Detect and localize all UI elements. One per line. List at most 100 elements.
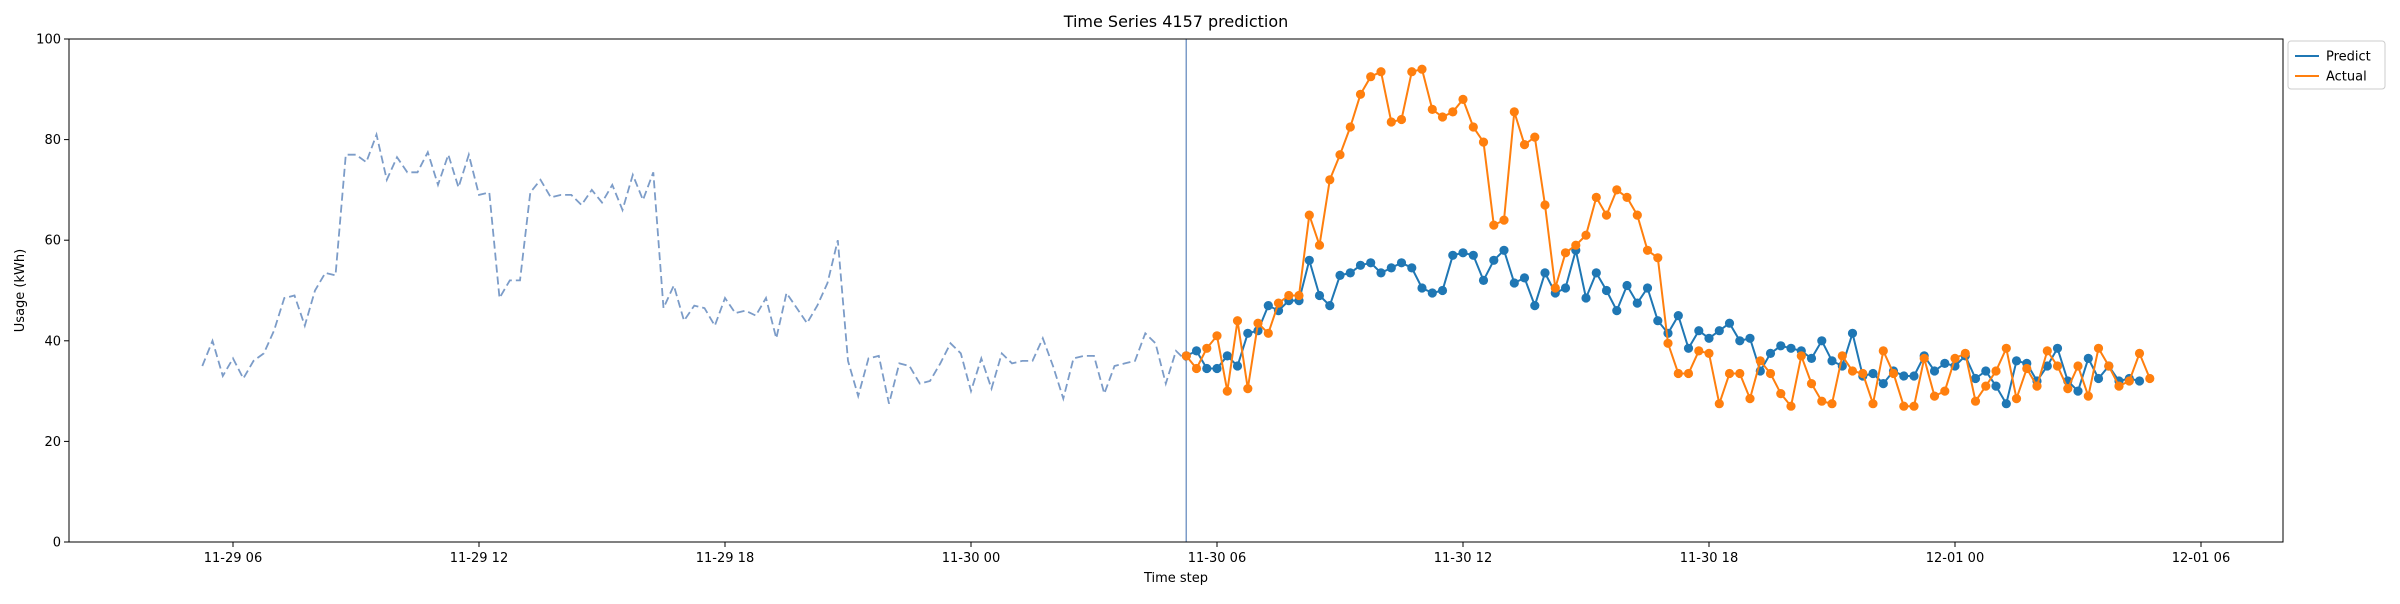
predict-point (2001, 399, 2011, 409)
actual-point (1847, 366, 1858, 376)
x-tick-label: 11-29 06 (204, 551, 262, 566)
actual-point (1663, 338, 1673, 348)
predict-point (1714, 326, 1724, 336)
predict-point (1560, 283, 1571, 293)
predict-point (1653, 316, 1663, 326)
predict-point (2042, 361, 2052, 371)
predict-point (1530, 301, 1540, 311)
actual-point (1714, 399, 1724, 409)
actual-point (2011, 394, 2022, 404)
actual-point (2114, 381, 2124, 391)
actual-point (1786, 401, 1796, 411)
x-tick-label: 11-30 18 (1680, 551, 1738, 566)
y-tick-label: 40 (44, 334, 61, 349)
actual-point (1181, 351, 1191, 361)
predict-point (1345, 268, 1355, 278)
predict-point (1632, 298, 1642, 308)
plot-area (201, 39, 2155, 542)
actual-point (1222, 386, 1232, 396)
actual-point (1642, 245, 1653, 255)
actual-point (1355, 89, 1366, 99)
actual-point (1202, 343, 1212, 353)
actual-point (1335, 150, 1345, 160)
history-line (201, 131, 1187, 404)
actual-point (1376, 67, 1386, 77)
predict-point (2011, 356, 2022, 366)
predict-point (2083, 353, 2093, 363)
predict-point (1304, 255, 1314, 265)
actual-point (2083, 391, 2093, 401)
predict-point (1612, 306, 1622, 316)
predict-point (1622, 280, 1632, 291)
actual-point (1796, 351, 1806, 361)
actual-point (1632, 210, 1642, 220)
actual-point (1683, 368, 1694, 379)
predict-point (1468, 250, 1478, 260)
predict-point (1448, 250, 1458, 260)
actual-point (1612, 185, 1622, 195)
actual-point (1899, 401, 1909, 411)
actual-point (1724, 368, 1735, 379)
predict-point (1458, 248, 1468, 258)
actual-point (2052, 361, 2063, 371)
actual-point (1745, 394, 1755, 404)
x-axis-ticks: 11-29 06 11-29 12 11-29 18 11-30 00 11-30 06… (204, 542, 2230, 566)
predict-point (2093, 373, 2104, 384)
actual-point (1694, 346, 1704, 356)
predict-point (1212, 363, 1222, 374)
actual-point (1940, 386, 1950, 396)
predict-line (1185, 248, 2140, 407)
actual-point (1878, 346, 1888, 356)
actual-point (1970, 396, 1981, 406)
actual-point (1294, 290, 1304, 301)
actual-point (1909, 401, 1919, 411)
predict-point (1776, 341, 1786, 351)
actual-point (1509, 107, 1519, 117)
predict-point (1683, 343, 1694, 353)
predict-point (1899, 371, 1909, 381)
predict-point (1232, 361, 1243, 371)
predict-point (1724, 318, 1735, 328)
x-tick-label: 12-01 00 (1926, 551, 1984, 566)
predict-point (1940, 358, 1950, 368)
y-tick-label: 0 (53, 536, 61, 551)
actual-point (2073, 361, 2083, 371)
actual-point (1478, 137, 1489, 147)
actual-point (1407, 67, 1417, 77)
predict-point (1314, 290, 1325, 301)
predict-point (1970, 373, 1981, 384)
actual-point (1540, 200, 1550, 210)
actual-point (1673, 368, 1683, 379)
actual-point (1427, 104, 1437, 114)
actual-point (1735, 368, 1745, 379)
actual-point (1571, 240, 1581, 250)
actual-point (2063, 384, 2073, 394)
predict-point (1601, 285, 1612, 296)
predict-point (2134, 376, 2145, 386)
actual-line (1185, 67, 2151, 409)
actual-point (1950, 353, 1960, 363)
predict-point (1981, 366, 1991, 376)
x-tick-label: 11-29 18 (696, 551, 754, 566)
predict-point (1806, 353, 1817, 363)
chart-title: Time Series 4157 prediction (1063, 12, 1289, 31)
actual-point (1591, 192, 1601, 202)
actual-point (1550, 283, 1560, 293)
actual-point (1314, 240, 1325, 250)
x-tick-label: 11-30 00 (942, 551, 1000, 566)
predict-point (1222, 351, 1232, 361)
actual-point (2032, 381, 2042, 391)
actual-point (1601, 210, 1612, 220)
predict-point (1878, 379, 1888, 389)
legend-label-actual: Actual (2326, 70, 2367, 85)
x-tick-label: 11-30 12 (1434, 551, 1492, 566)
predict-point (1704, 333, 1714, 343)
predict-point (1817, 336, 1827, 346)
actual-point (2001, 343, 2011, 353)
actual-point (1191, 363, 1202, 374)
actual-point (1458, 94, 1468, 104)
predict-point (1499, 245, 1509, 255)
y-tick-label: 20 (44, 435, 61, 450)
predict-point (1437, 285, 1448, 296)
actual-point (1212, 331, 1222, 341)
